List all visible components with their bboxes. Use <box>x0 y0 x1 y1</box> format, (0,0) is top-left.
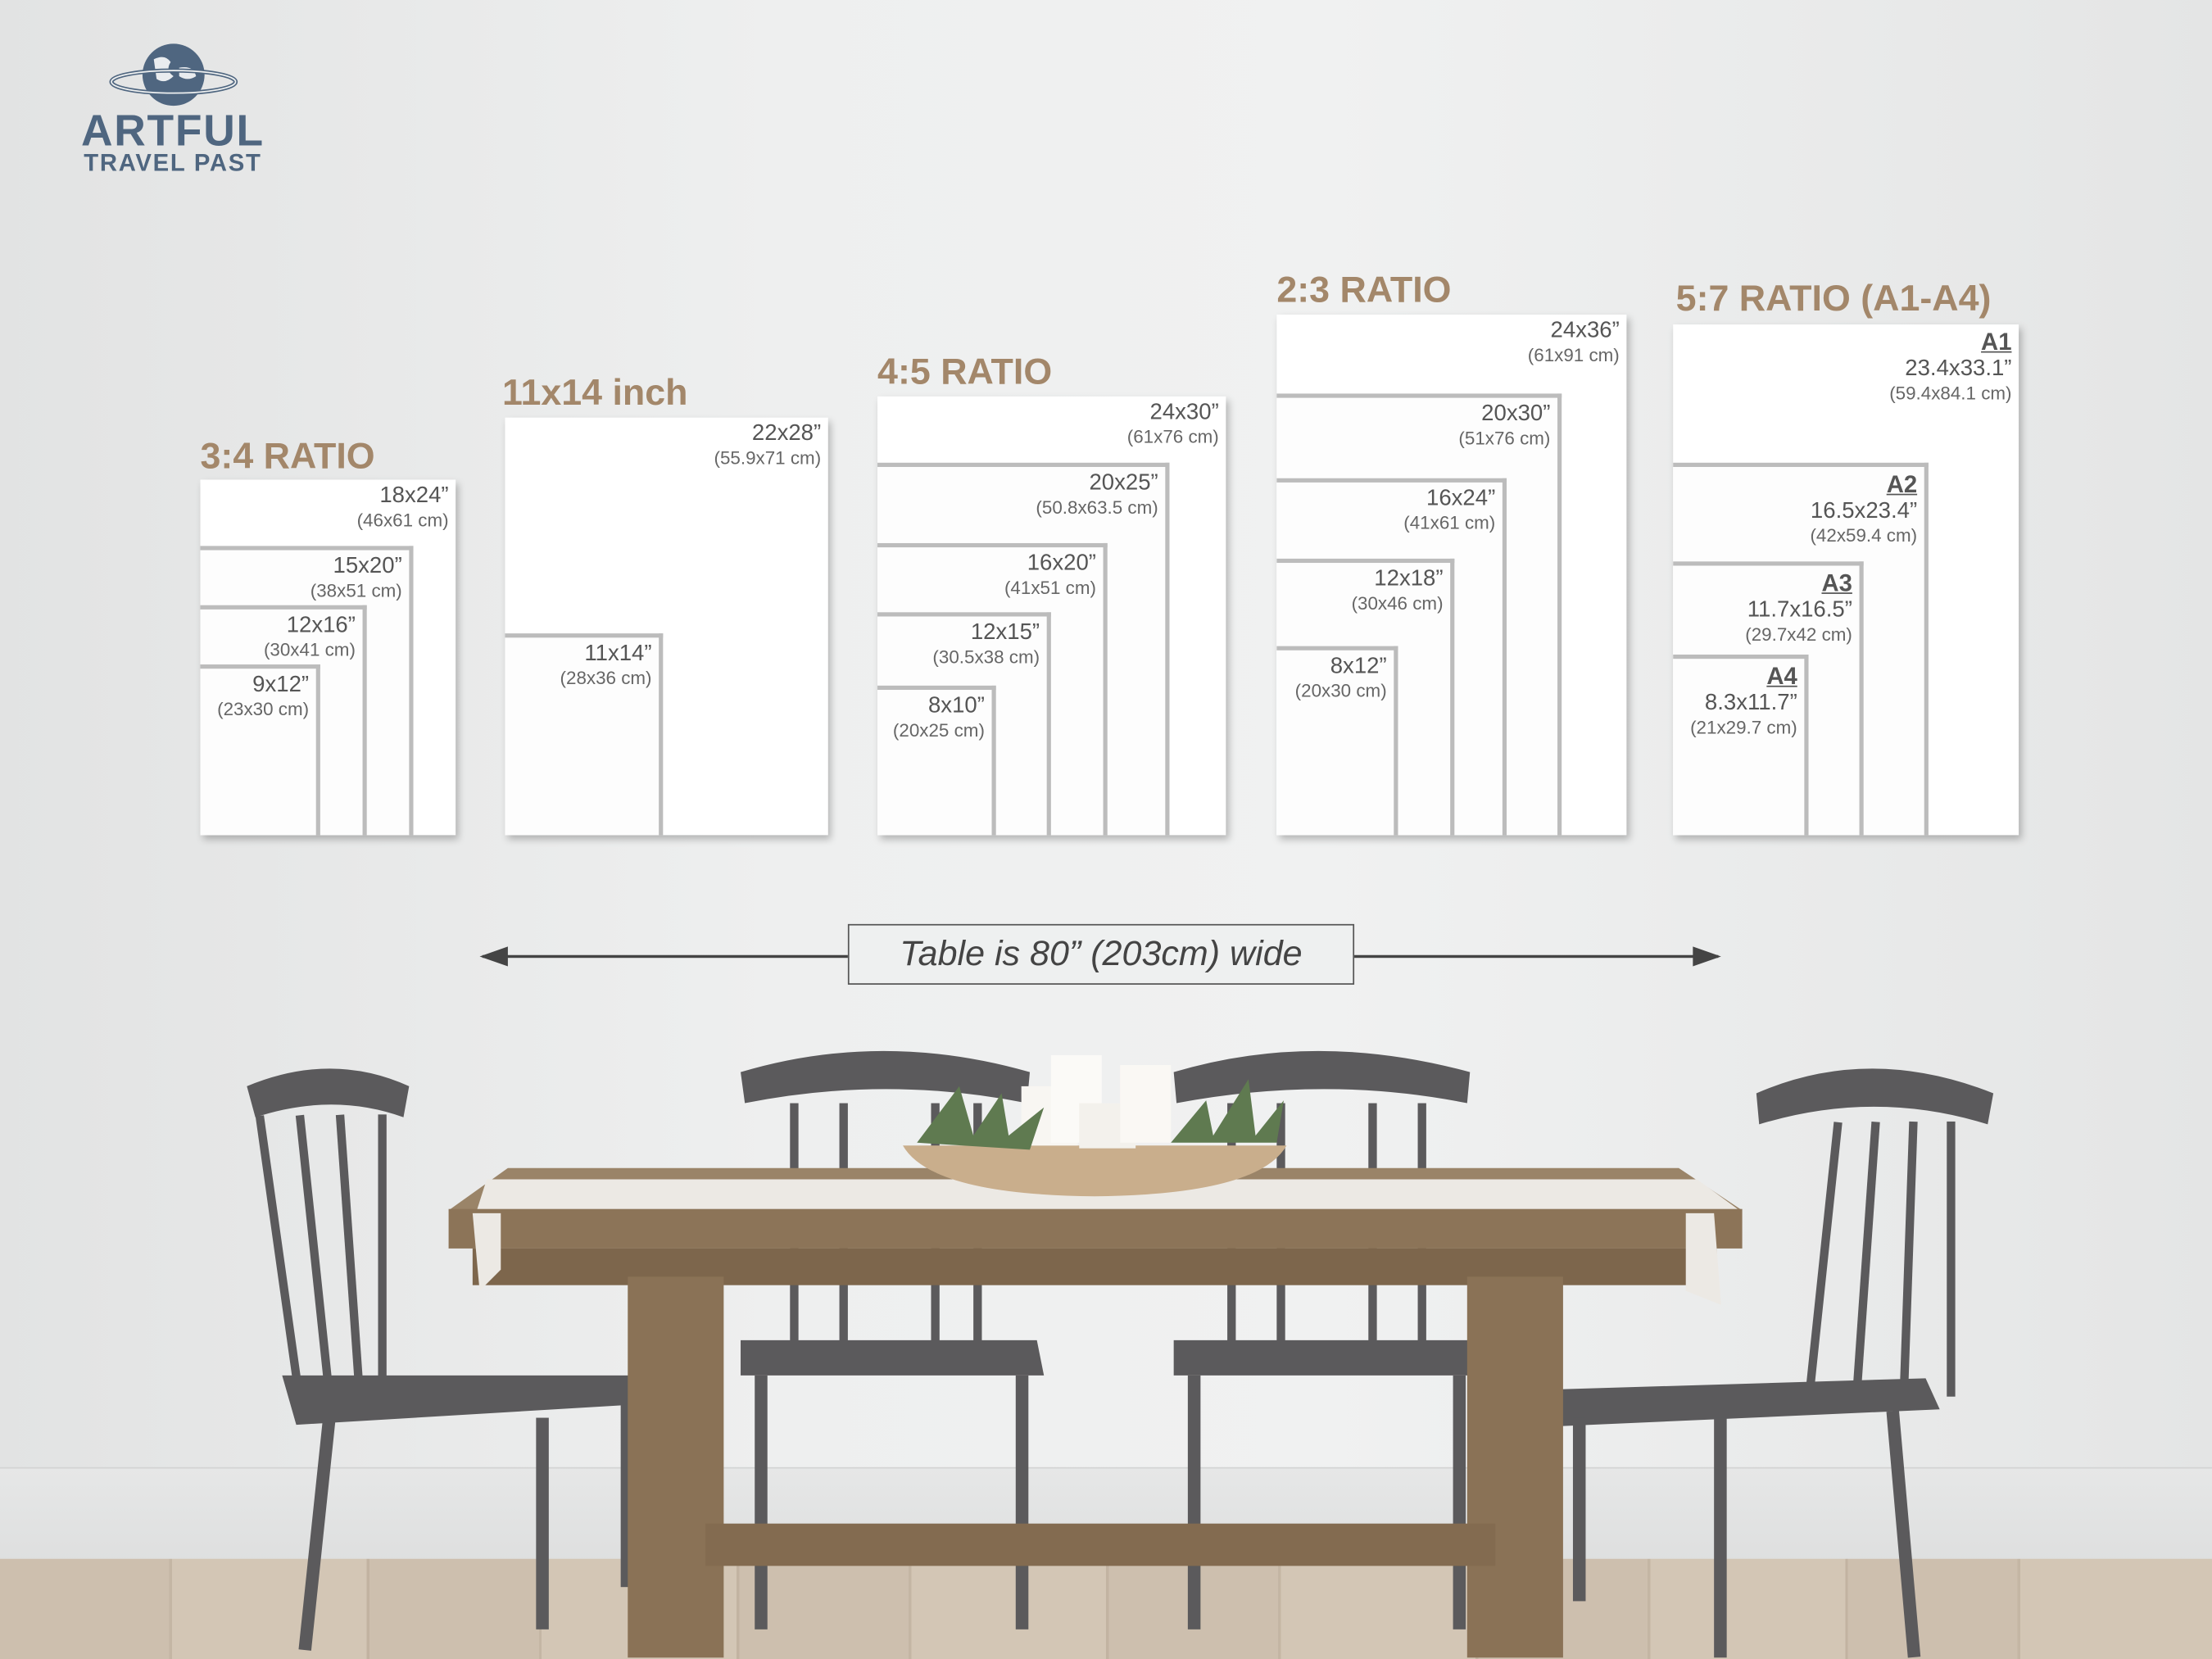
size-label: 9x12” (23x30 cm) <box>217 673 309 719</box>
size-inches: 8x10” <box>927 694 985 718</box>
size-cm: (30x41 cm) <box>263 639 356 660</box>
size-cm: (42x59.4 cm) <box>1810 524 1918 546</box>
size-cm: (30x46 cm) <box>1351 592 1444 614</box>
size-cm: (50.8x63.5 cm) <box>1036 496 1158 518</box>
size-label: 8x12” (20x30 cm) <box>1295 655 1387 701</box>
brand-logo: ARTFUL TRAVEL PAST <box>57 39 289 175</box>
size-inches: 8x12” <box>1330 654 1387 679</box>
paper-code: A2 <box>1886 471 1918 498</box>
size-inches: 9x12” <box>252 673 310 697</box>
size-cm: (46x61 cm) <box>356 509 449 531</box>
print-size-frame: 11x14” (28x36 cm) <box>505 633 664 836</box>
size-inches: 20x30” <box>1481 401 1551 427</box>
table-width-label: Table is 80” (203cm) wide <box>847 923 1355 985</box>
size-label: 11x14” (28x36 cm) <box>560 641 652 688</box>
size-label: A3 11.7x16.5” (29.7x42 cm) <box>1745 570 1852 645</box>
size-inches: 24x30” <box>1149 401 1219 425</box>
chair-right <box>1552 1068 1994 1658</box>
size-label: 24x36” (61x91 cm) <box>1528 319 1620 365</box>
chair-left <box>247 1068 650 1651</box>
size-label: A1 23.4x33.1” (59.4x84.1 cm) <box>1889 329 2011 403</box>
globe-with-orbit-icon <box>108 43 238 107</box>
group-title: 11x14 inch <box>502 370 688 414</box>
size-inches: 12x16” <box>286 614 356 638</box>
size-inches: 22x28” <box>751 421 822 446</box>
group-title: 4:5 RATIO <box>877 350 1053 392</box>
size-cm: (55.9x71 cm) <box>714 446 822 469</box>
size-label: 8x10” (20x25 cm) <box>893 694 985 741</box>
paper-code: A4 <box>1766 663 1797 691</box>
size-cm: (28x36 cm) <box>560 667 652 689</box>
group-title: 3:4 RATIO <box>200 434 375 478</box>
paper-code: A1 <box>1981 329 2012 356</box>
size-cm: (41x51 cm) <box>1004 577 1096 599</box>
size-label: 16x20” (41x51 cm) <box>1004 551 1096 598</box>
size-label: 24x30” (61x76 cm) <box>1127 401 1219 447</box>
size-cm: (20x30 cm) <box>1294 679 1387 701</box>
brand-name: ARTFUL <box>81 106 265 156</box>
size-cm: (59.4x84.1 cm) <box>1889 382 2012 404</box>
size-cm: (51x76 cm) <box>1458 427 1551 449</box>
size-cm: (61x76 cm) <box>1126 426 1219 447</box>
size-inches: 24x36” <box>1550 319 1620 343</box>
size-inches: 18x24” <box>379 483 449 508</box>
size-label: 12x16” (30x41 cm) <box>264 614 356 660</box>
centerpiece <box>903 1055 1287 1197</box>
size-label: 15x20” (38x51 cm) <box>310 555 402 601</box>
size-label: 12x18” (30x46 cm) <box>1352 567 1444 614</box>
size-inches: 15x20” <box>333 554 402 578</box>
size-label: A2 16.5x23.4” (42x59.4 cm) <box>1810 471 1917 546</box>
brand-tagline: TRAVEL PAST <box>84 149 262 177</box>
size-inches: 8.3x11.7” <box>1704 691 1797 716</box>
group-title: 5:7 RATIO (A1-A4) <box>1675 276 1992 320</box>
size-inches: 11.7x16.5” <box>1747 598 1852 623</box>
print-size-frame: 9x12” (23x30 cm) <box>200 664 320 836</box>
group-title: 2:3 RATIO <box>1276 268 1452 310</box>
size-label: 20x25” (50.8x63.5 cm) <box>1036 471 1158 518</box>
size-inches: 12x15” <box>970 620 1040 645</box>
print-size-frame: 8x12” (20x30 cm) <box>1276 646 1398 836</box>
size-cm: (41x61 cm) <box>1403 512 1496 533</box>
size-inches: 23.4x33.1” <box>1905 356 2012 381</box>
paper-code: A3 <box>1821 569 1852 597</box>
size-label: 12x15” (30.5x38 cm) <box>932 621 1040 668</box>
print-size-frame: 8x10” (20x25 cm) <box>877 685 996 836</box>
size-inches: 16x24” <box>1426 487 1496 511</box>
size-label: 18x24” (46x61 cm) <box>357 484 449 531</box>
size-cm: (29.7x42 cm) <box>1745 623 1852 645</box>
print-size-frame: A4 8.3x11.7” (21x29.7 cm) <box>1673 654 1809 836</box>
dining-table <box>448 1167 1743 1658</box>
size-label: 16x24” (41x61 cm) <box>1403 487 1495 533</box>
size-inches: 16.5x23.4” <box>1810 499 1918 524</box>
wood-floor <box>0 1558 2212 1659</box>
size-inches: 16x20” <box>1027 551 1096 576</box>
size-label: A4 8.3x11.7” (21x29.7 cm) <box>1690 663 1797 737</box>
size-cm: (23x30 cm) <box>217 698 310 720</box>
size-inches: 12x18” <box>1374 567 1444 592</box>
size-inches: 11x14” <box>584 641 652 666</box>
size-label: 22x28” (55.9x71 cm) <box>714 422 822 469</box>
size-label: 20x30” (51x76 cm) <box>1458 402 1550 449</box>
size-cm: (21x29.7 cm) <box>1690 716 1797 738</box>
size-inches: 20x25” <box>1089 471 1158 496</box>
size-cm: (30.5x38 cm) <box>932 646 1040 668</box>
size-cm: (20x25 cm) <box>892 719 985 741</box>
size-cm: (61x91 cm) <box>1527 344 1620 365</box>
size-cm: (38x51 cm) <box>310 579 402 601</box>
